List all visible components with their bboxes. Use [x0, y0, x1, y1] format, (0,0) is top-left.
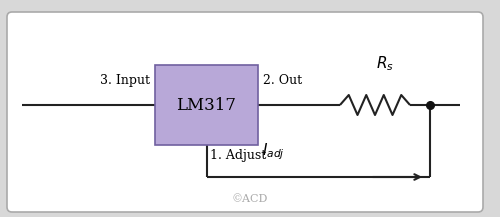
Text: 2. Out: 2. Out: [263, 74, 302, 87]
Text: 3. Input: 3. Input: [100, 74, 150, 87]
Text: LM317: LM317: [176, 97, 236, 113]
Text: 1. Adjust: 1. Adjust: [210, 149, 266, 162]
Text: $I_{adj}$: $I_{adj}$: [262, 141, 284, 162]
FancyBboxPatch shape: [7, 12, 483, 212]
Text: ©ACD: ©ACD: [232, 194, 268, 204]
Text: $R_s$: $R_s$: [376, 54, 394, 73]
Bar: [155, 65, 258, 145]
